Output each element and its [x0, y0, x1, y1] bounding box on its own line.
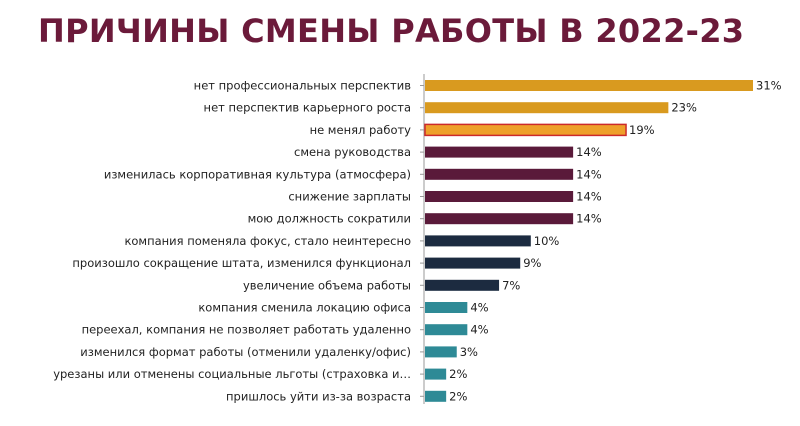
bar: [425, 279, 500, 291]
bar: [425, 102, 669, 114]
value-label: 14%: [576, 190, 602, 204]
category-label: смена руководства: [294, 145, 411, 159]
bar: [425, 324, 468, 336]
category-label: пришлось уйти из-за возраста: [226, 389, 411, 403]
category-label: снижение зарплаты: [288, 190, 411, 204]
value-label: 14%: [576, 167, 602, 181]
bar: [425, 302, 468, 313]
bar: [425, 146, 574, 158]
bar: [425, 257, 521, 269]
value-label: 23%: [671, 101, 697, 115]
bar: [425, 213, 574, 225]
value-label: 10%: [534, 234, 560, 248]
value-label: 14%: [576, 145, 602, 159]
category-label: изменилась корпоративная культура (атмос…: [104, 167, 411, 181]
category-label: компания поменяла фокус, стало неинтерес…: [124, 234, 411, 248]
category-label: увеличение объема работы: [243, 278, 411, 292]
category-label: произошло сокращение штата, изменился фу…: [72, 256, 411, 270]
category-label: не менял работу: [310, 123, 412, 137]
bar: [425, 235, 531, 247]
value-label: 31%: [756, 79, 782, 93]
chart-title: ПРИЧИНЫ СМЕНЫ РАБОТЫ В 2022-23: [38, 12, 745, 50]
bar: [425, 168, 574, 180]
category-label: нет профессиональных перспектив: [194, 79, 412, 93]
bar: [425, 191, 574, 202]
value-label: 9%: [523, 256, 541, 270]
bar: [424, 123, 627, 137]
value-label: 7%: [502, 278, 520, 292]
value-label: 14%: [576, 212, 602, 226]
value-label: 19%: [629, 123, 655, 137]
category-label: урезаны или отменены социальные льготы (…: [53, 367, 411, 381]
value-label: 2%: [449, 389, 467, 403]
bar: [425, 346, 457, 358]
category-label: мою должность сократили: [248, 212, 411, 226]
category-label: компания сменила локацию офиса: [198, 301, 411, 315]
value-label: 4%: [470, 301, 488, 315]
bar: [425, 368, 447, 380]
bar: [425, 390, 447, 402]
value-label: 2%: [449, 367, 467, 381]
category-label: переехал, компания не позволяет работать…: [82, 323, 411, 337]
value-label: 4%: [470, 323, 488, 337]
category-label: изменился формат работы (отменили удален…: [80, 345, 411, 359]
bar: [425, 80, 753, 91]
value-label: 3%: [460, 345, 478, 359]
category-label: нет перспектив карьерного роста: [204, 101, 411, 115]
